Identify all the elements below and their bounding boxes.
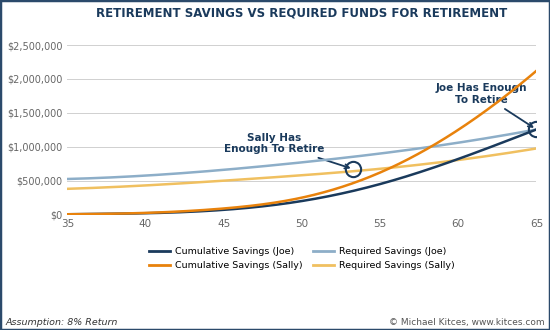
Legend: Cumulative Savings (Joe), Cumulative Savings (Sally), Required Savings (Joe), Re: Cumulative Savings (Joe), Cumulative Sav… — [149, 247, 455, 270]
Text: Assumption: 8% Return: Assumption: 8% Return — [6, 318, 118, 327]
Title: RETIREMENT SAVINGS VS REQUIRED FUNDS FOR RETIREMENT: RETIREMENT SAVINGS VS REQUIRED FUNDS FOR… — [96, 7, 508, 20]
Text: © Michael Kitces, www.kitces.com: © Michael Kitces, www.kitces.com — [389, 318, 544, 327]
Text: Joe Has Enough
To Retire: Joe Has Enough To Retire — [436, 83, 532, 127]
Text: Sally Has
Enough To Retire: Sally Has Enough To Retire — [223, 133, 349, 168]
